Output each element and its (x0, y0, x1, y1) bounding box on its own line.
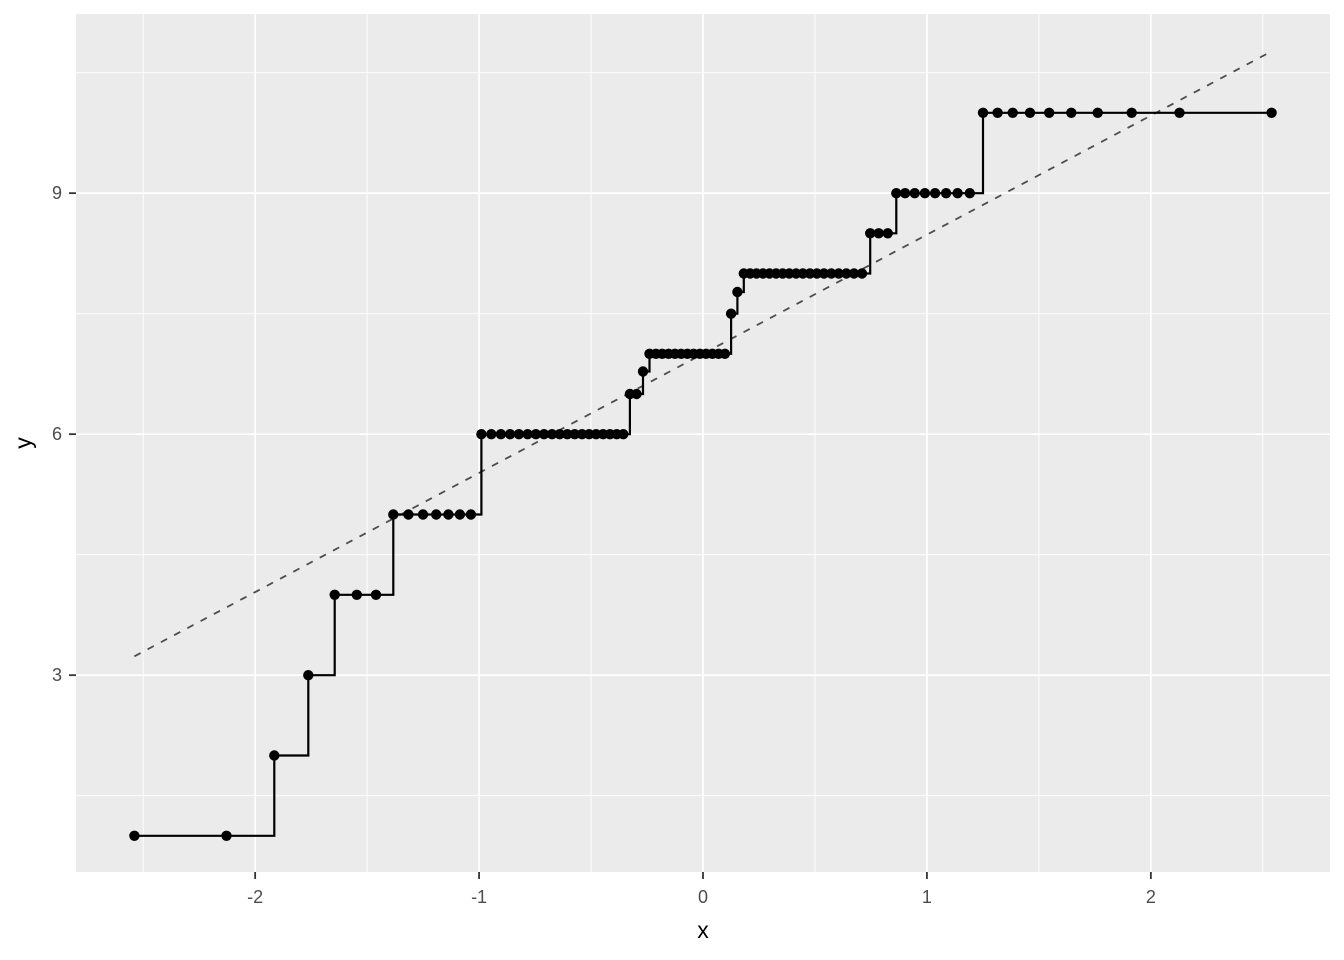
data-point (554, 429, 565, 440)
y-tick-label: 9 (52, 183, 62, 203)
data-point (486, 429, 497, 440)
x-tick-label: 0 (698, 887, 708, 907)
data-point (513, 429, 525, 440)
data-point (848, 268, 860, 279)
dashed-reference-line (133, 50, 1273, 658)
data-point (891, 188, 902, 199)
data-point (833, 268, 844, 279)
y-tick-label: 6 (52, 424, 62, 444)
data-point (522, 429, 533, 440)
data-point (546, 429, 558, 440)
x-tick-label: 2 (1146, 887, 1156, 907)
data-point (1044, 107, 1055, 119)
data-point (1024, 107, 1036, 119)
data-point (351, 589, 362, 600)
data-point (443, 509, 454, 520)
data-point (403, 509, 414, 520)
y-tick-label: 3 (52, 665, 62, 685)
data-point (929, 188, 941, 199)
data-point (1066, 107, 1077, 119)
data-point (562, 429, 573, 440)
data-point (388, 509, 399, 520)
data-point (856, 268, 868, 279)
data-point (899, 188, 911, 199)
axis-ticks-group (69, 192, 1152, 879)
data-points-group (129, 107, 1277, 841)
data-point (504, 429, 516, 440)
data-point (865, 228, 876, 239)
x-tick-label: 1 (922, 887, 932, 907)
data-point (1266, 107, 1277, 119)
x-axis-title: x (697, 917, 709, 943)
data-point (841, 268, 852, 279)
data-point (940, 188, 952, 199)
x-tick-label: -2 (247, 887, 263, 907)
data-point (1007, 107, 1018, 119)
data-point (569, 429, 580, 440)
data-point (417, 509, 429, 520)
data-point (370, 589, 382, 600)
data-point (221, 830, 232, 841)
data-point (919, 188, 931, 199)
data-point (495, 429, 507, 440)
data-point (465, 509, 477, 520)
data-point (431, 509, 442, 520)
data-point (454, 509, 466, 520)
data-point (476, 429, 487, 440)
data-point (1174, 107, 1185, 119)
data-point (952, 188, 963, 199)
data-point (303, 670, 314, 681)
reference-line-group (133, 50, 1273, 658)
x-tick-label: -1 (471, 887, 487, 907)
y-axis-title: y (10, 437, 36, 449)
data-point (732, 286, 743, 298)
data-point (631, 388, 642, 400)
data-point (909, 188, 920, 199)
data-point (873, 228, 884, 239)
data-point (329, 589, 340, 600)
data-point (826, 268, 837, 279)
data-point (1126, 107, 1137, 119)
data-point (977, 107, 989, 119)
data-point (1092, 107, 1103, 119)
data-point (818, 268, 830, 279)
major-gridlines-group (76, 14, 1330, 872)
data-point (530, 429, 542, 440)
data-point (725, 308, 737, 319)
data-point (129, 830, 140, 841)
data-point (269, 750, 280, 761)
data-point (637, 366, 649, 377)
data-point (882, 228, 893, 239)
data-point (964, 188, 975, 199)
tick-labels-group: -2 -1 0 1 2 3 6 9 (52, 183, 1156, 907)
data-point (618, 429, 629, 440)
data-point (538, 429, 550, 440)
data-point (719, 348, 731, 359)
data-point (992, 107, 1003, 119)
